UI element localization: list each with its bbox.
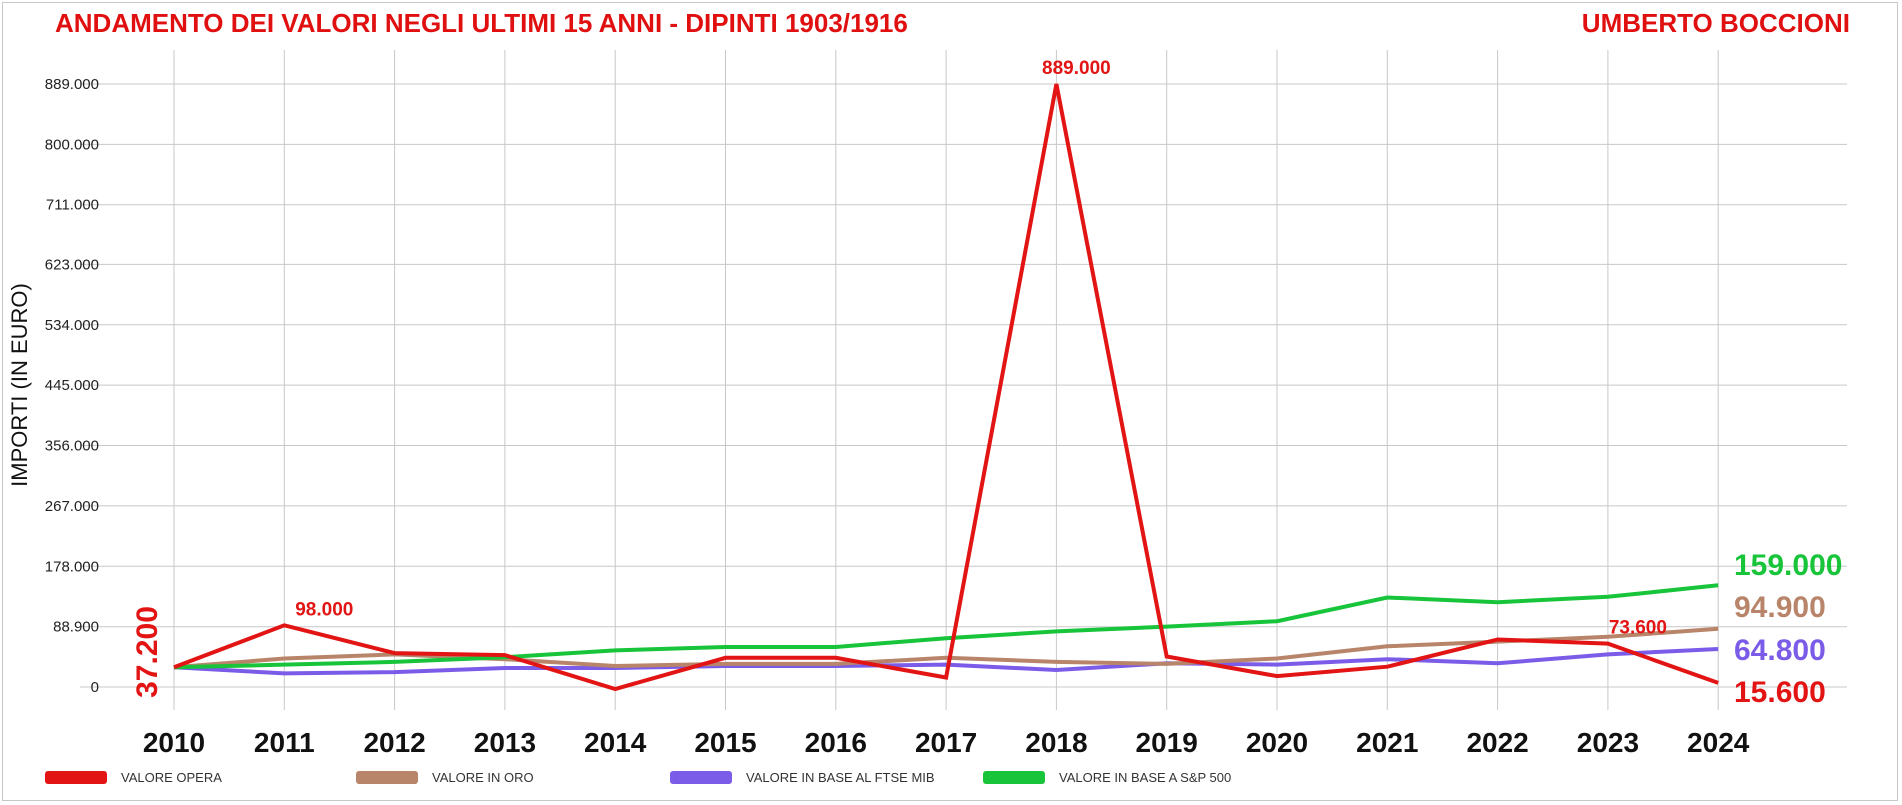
x-tick-label: 2024 [1687,727,1750,758]
x-tick-label: 2021 [1356,727,1418,758]
y-tick-label: 0 [91,679,99,696]
legend-swatch-oro [356,770,418,784]
data-label: 889.000 [1042,58,1111,79]
legend-label-opera: VALORE OPERA [121,769,222,785]
data-label: 98.000 [295,599,353,620]
legend-swatch-ftse [670,770,732,784]
y-tick-label: 534.000 [45,317,99,334]
end-value-label: 94.900 [1734,591,1826,624]
artist-name: UMBERTO BOCCIONI [1581,8,1850,38]
legend-label-sp500: VALORE IN BASE A S&P 500 [1059,769,1232,785]
legend-swatch-opera [45,770,107,784]
x-tick-label: 2022 [1466,727,1528,758]
x-tick-label: 2010 [143,727,205,758]
series-line-oro [173,626,1719,670]
legend-item-oro: VALORE IN ORO [356,769,534,785]
y-tick-label: 178.000 [45,558,99,575]
chart-title: ANDAMENTO DEI VALORI NEGLI ULTIMI 15 ANN… [55,8,908,38]
x-tick-label: 2013 [474,727,536,758]
y-tick-label: 623.000 [45,256,99,273]
x-tick-label: 2011 [254,727,315,758]
series-line-opera [173,83,1719,692]
start-value-label: 37.200 [131,606,164,698]
x-tick-label: 2016 [805,727,867,758]
x-tick-label: 2017 [915,727,977,758]
legend-item-sp500: VALORE IN BASE A S&P 500 [983,769,1231,785]
data-label: 73.600 [1609,618,1667,639]
series-line-sp500 [173,583,1719,670]
y-tick-label: 88.900 [53,619,99,636]
x-tick-label: 2015 [694,727,756,758]
x-tick-label: 2020 [1246,727,1308,758]
x-tick-label: 2023 [1577,727,1639,758]
y-tick-label: 800.000 [45,136,99,153]
y-tick-label: 356.000 [45,438,99,455]
legend-item-opera: VALORE OPERA [45,769,222,785]
series-line-ftse [173,647,1719,676]
y-tick-label: 267.000 [45,498,99,515]
legend-item-ftse: VALORE IN BASE AL FTSE MIB [670,769,935,785]
end-value-label: 64.800 [1734,634,1826,667]
x-tick-label: 2012 [363,727,425,758]
legend-label-ftse: VALORE IN BASE AL FTSE MIB [746,769,935,785]
legend-swatch-sp500 [983,770,1045,784]
y-tick-label: 445.000 [45,377,99,394]
y-tick-label: 889.000 [45,76,99,93]
x-tick-label: 2018 [1025,727,1087,758]
y-tick-label: 711.000 [46,197,99,214]
x-tick-label: 2019 [1136,727,1198,758]
y-axis-label: IMPORTI (IN EURO) [7,283,32,487]
legend-label-oro: VALORE IN ORO [432,769,534,785]
end-value-label: 159.000 [1734,549,1842,582]
end-value-label: 15.600 [1734,676,1826,709]
x-tick-label: 2014 [584,727,647,758]
